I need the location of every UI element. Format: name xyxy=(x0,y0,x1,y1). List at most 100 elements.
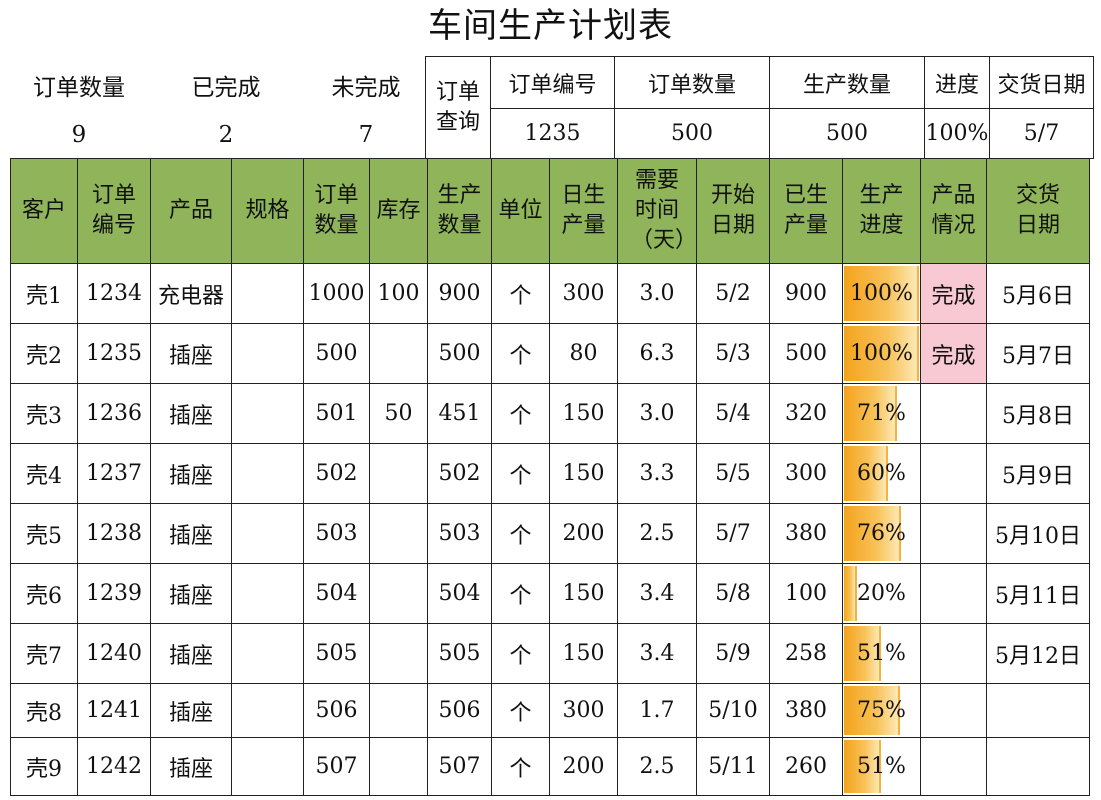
cell-prod-qty: 502 xyxy=(427,443,492,504)
query-order-qty-value: 500 xyxy=(614,108,770,159)
table-row: 壳5 1238 插座 503 503 个 200 2.5 5/7 380 76% 5月10日 xyxy=(10,503,1090,564)
cell-delivery xyxy=(986,737,1090,796)
cell-spec xyxy=(231,263,304,324)
cell-days-needed: 2.5 xyxy=(617,737,697,796)
col-header-spec: 规格 xyxy=(231,158,304,264)
progress-text: 100% xyxy=(850,281,913,306)
query-order-no-input[interactable]: 1235 xyxy=(490,108,615,159)
cell-stock: 50 xyxy=(369,383,428,444)
cell-customer: 壳5 xyxy=(10,503,78,564)
col-header-delivery: 交货日期 xyxy=(986,158,1090,264)
cell-prod-qty: 900 xyxy=(427,263,492,324)
done-label: 已完成 xyxy=(191,75,261,101)
cell-product: 插座 xyxy=(150,443,232,504)
cell-order-qty: 506 xyxy=(303,683,370,738)
col-header-days-needed: 需要时间（天） xyxy=(617,158,697,264)
cell-delivery: 5月12日 xyxy=(986,623,1090,684)
progress-text: 75% xyxy=(857,698,906,723)
cell-customer: 壳2 xyxy=(10,323,78,384)
cell-status: 完成 xyxy=(920,263,987,324)
query-header-order-no: 订单编号 xyxy=(490,56,615,109)
cell-produced: 500 xyxy=(769,323,843,384)
summary-panel: 订单数量 已完成 未完成 9 2 7 xyxy=(10,56,425,158)
table-row: 壳7 1240 插座 505 505 个 150 3.4 5/9 258 51% 5月12日 xyxy=(10,623,1090,684)
cell-spec xyxy=(231,623,304,684)
cell-progress: 100% xyxy=(842,323,921,384)
progress-text: 20% xyxy=(857,581,906,606)
cell-delivery: 5月9日 xyxy=(986,443,1090,504)
cell-delivery: 5月10日 xyxy=(986,503,1090,564)
cell-days-needed: 3.0 xyxy=(617,383,697,444)
progress-bar xyxy=(844,446,889,501)
cell-status xyxy=(920,503,987,564)
table-header-row: 客户 订单编号 产品 规格 订单数量 库存 生产数量 单位 日生产量 需要时间（… xyxy=(10,158,1090,264)
cell-status xyxy=(920,623,987,684)
progress-text: 51% xyxy=(857,641,906,666)
cell-order-no: 1234 xyxy=(77,263,151,324)
cell-stock xyxy=(369,323,428,384)
cell-progress: 71% xyxy=(842,383,921,444)
col-header-order-qty: 订单数量 xyxy=(303,158,370,264)
cell-unit: 个 xyxy=(491,737,550,796)
cell-stock: 100 xyxy=(369,263,428,324)
progress-bar xyxy=(844,626,882,681)
cell-spec xyxy=(231,503,304,564)
undone-label: 未完成 xyxy=(331,75,401,101)
query-header-order-qty: 订单数量 xyxy=(614,56,770,109)
cell-stock xyxy=(369,737,428,796)
cell-daily-output: 150 xyxy=(549,563,618,624)
cell-customer: 壳8 xyxy=(10,683,78,738)
cell-order-qty: 501 xyxy=(303,383,370,444)
cell-prod-qty: 503 xyxy=(427,503,492,564)
progress-bar xyxy=(844,686,900,735)
progress-bar xyxy=(844,566,858,621)
cell-delivery: 5月8日 xyxy=(986,383,1090,444)
cell-daily-output: 300 xyxy=(549,683,618,738)
order-count-label: 订单数量 xyxy=(33,75,125,101)
cell-unit: 个 xyxy=(491,263,550,324)
cell-produced: 258 xyxy=(769,623,843,684)
cell-customer: 壳6 xyxy=(10,563,78,624)
cell-daily-output: 80 xyxy=(549,323,618,384)
cell-customer: 壳1 xyxy=(10,263,78,324)
cell-status xyxy=(920,443,987,504)
cell-produced: 100 xyxy=(769,563,843,624)
table-row: 壳2 1235 插座 500 500 个 80 6.3 5/3 500 100% 完成 5月7日 xyxy=(10,323,1090,384)
cell-product: 插座 xyxy=(150,323,232,384)
col-header-status: 产品情况 xyxy=(920,158,987,264)
query-progress-value: 100% xyxy=(924,108,990,159)
cell-product: 插座 xyxy=(150,737,232,796)
cell-order-no: 1236 xyxy=(77,383,151,444)
cell-daily-output: 200 xyxy=(549,503,618,564)
production-table: 客户 订单编号 产品 规格 订单数量 库存 生产数量 单位 日生产量 需要时间（… xyxy=(10,158,1090,796)
cell-spec xyxy=(231,683,304,738)
cell-product: 插座 xyxy=(150,383,232,444)
col-header-produced: 已生产量 xyxy=(769,158,843,264)
cell-delivery: 5月6日 xyxy=(986,263,1090,324)
cell-order-qty: 504 xyxy=(303,563,370,624)
table-row: 壳9 1242 插座 507 507 个 200 2.5 5/11 260 51% xyxy=(10,737,1090,796)
cell-order-no: 1241 xyxy=(77,683,151,738)
progress-bar xyxy=(844,740,882,793)
cell-spec xyxy=(231,737,304,796)
cell-days-needed: 3.4 xyxy=(617,623,697,684)
cell-days-needed: 2.5 xyxy=(617,503,697,564)
progress-bar xyxy=(844,266,919,321)
cell-progress: 76% xyxy=(842,503,921,564)
query-header-progress: 进度 xyxy=(924,56,990,109)
cell-stock xyxy=(369,623,428,684)
cell-spec xyxy=(231,563,304,624)
cell-progress: 60% xyxy=(842,443,921,504)
cell-customer: 壳9 xyxy=(10,737,78,796)
cell-start-date: 5/3 xyxy=(696,323,770,384)
progress-bar xyxy=(844,506,901,561)
cell-order-qty: 502 xyxy=(303,443,370,504)
cell-progress: 51% xyxy=(842,737,921,796)
col-header-stock: 库存 xyxy=(369,158,428,264)
cell-unit: 个 xyxy=(491,503,550,564)
cell-prod-qty: 504 xyxy=(427,563,492,624)
cell-delivery xyxy=(986,683,1090,738)
cell-stock xyxy=(369,503,428,564)
cell-order-qty: 503 xyxy=(303,503,370,564)
cell-produced: 380 xyxy=(769,503,843,564)
